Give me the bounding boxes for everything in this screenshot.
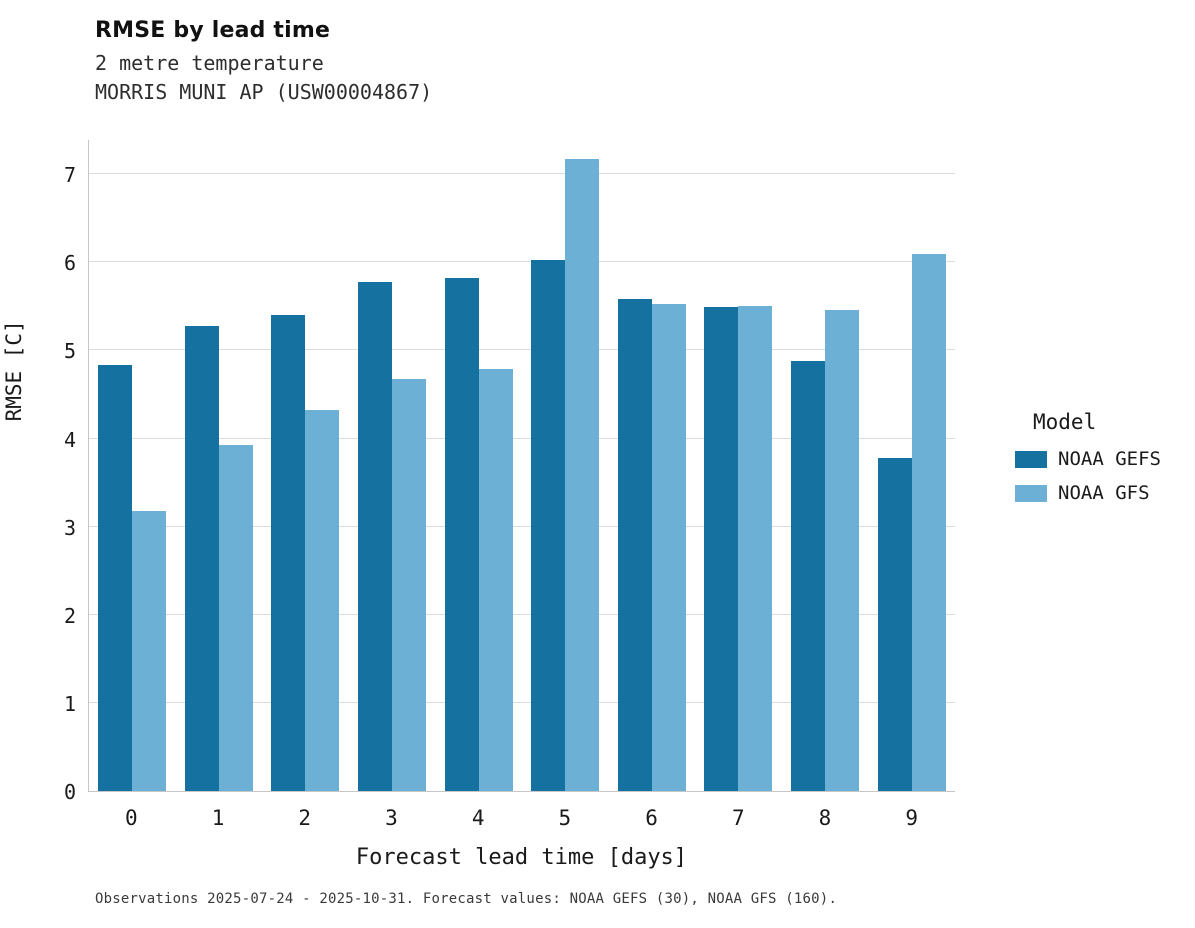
bar-group [868,140,955,791]
bar-group [522,140,609,791]
gridline [89,437,955,439]
bar-noaa-gefs-day-7 [704,307,739,791]
bar-group [349,140,436,791]
bar-noaa-gfs-day-3 [392,378,427,791]
footer-caption: Observations 2025-07-24 - 2025-10-31. Fo… [95,891,838,907]
legend-label: NOAA GFS [1058,482,1150,504]
bar-noaa-gfs-day-8 [825,309,860,791]
bar-noaa-gfs-day-9 [911,253,946,791]
chart-subtitle-station: MORRIS MUNI AP (USW00004867) [95,80,433,104]
gridline [89,525,955,527]
x-tick-label: 7 [731,806,745,830]
bar-noaa-gefs-day-4 [444,278,479,791]
y-tick-label: 0 [63,780,76,804]
bar-group [695,140,782,791]
x-axis-label: Forecast lead time [days] [355,845,688,870]
y-tick-label: 4 [63,427,76,452]
y-tick-label: 6 [63,251,76,276]
bar-group [262,140,349,791]
bar-groups [89,140,955,791]
x-tick-label: 3 [385,806,398,830]
y-tick-label: 3 [63,515,76,540]
y-tick-label: 5 [63,339,76,364]
bar-group [89,140,176,791]
chart-header: RMSE by lead time 2 metre temperature MO… [95,18,432,107]
bar-group [782,140,869,791]
y-tick-label: 7 [63,163,76,188]
bar-noaa-gfs-day-2 [305,409,340,791]
legend-title: Model [1033,410,1097,434]
bar-noaa-gefs-day-9 [877,457,912,791]
legend-swatch-noaa-gfs [1015,484,1047,502]
x-tick-label: 8 [818,806,832,830]
plot-area [88,140,955,792]
bar-noaa-gefs-day-1 [184,325,219,791]
gridline [89,701,955,703]
bar-noaa-gfs-day-5 [565,159,600,791]
y-tick-label: 2 [63,603,76,628]
bar-noaa-gfs-day-0 [132,510,167,791]
bar-noaa-gefs-day-0 [98,365,133,791]
x-tick-label: 9 [905,806,918,830]
x-tick-label: 1 [211,806,225,830]
bar-noaa-gefs-day-3 [358,281,393,791]
legend-swatch-noaa-gefs [1015,450,1047,468]
bar-group [435,140,522,791]
gridline [89,173,955,175]
x-axis-tick-labels: 0 1 2 3 4 5 6 7 8 9 [88,806,955,830]
bar-group [609,140,696,791]
chart-title: RMSE by lead time [95,18,331,43]
y-axis-label: RMSE [C] [2,320,26,422]
x-tick-label: 4 [471,806,485,830]
bar-noaa-gefs-day-2 [271,315,306,791]
bar-noaa-gefs-day-8 [791,361,826,791]
bar-noaa-gfs-day-7 [738,305,773,791]
bar-noaa-gfs-day-4 [478,368,513,791]
chart-subtitle-variable: 2 metre temperature [95,51,324,75]
gridline [89,613,955,615]
bar-noaa-gfs-day-1 [218,444,253,791]
bar-noaa-gfs-day-6 [651,303,686,791]
bar-group [176,140,263,791]
legend-label: NOAA GEFS [1058,448,1161,470]
legend-item: NOAA GFS [1015,482,1161,504]
gridline [89,349,955,351]
x-tick-label: 5 [558,806,572,830]
legend-item: NOAA GEFS [1015,448,1161,470]
x-tick-label: 0 [125,806,138,830]
gridline [89,261,955,263]
bar-noaa-gefs-day-6 [617,299,652,791]
x-tick-label: 6 [645,806,658,830]
bar-noaa-gefs-day-5 [531,259,566,791]
y-tick-label: 1 [63,691,76,716]
x-tick-label: 2 [298,806,312,830]
legend: Model NOAA GEFS NOAA GFS [1015,410,1161,516]
